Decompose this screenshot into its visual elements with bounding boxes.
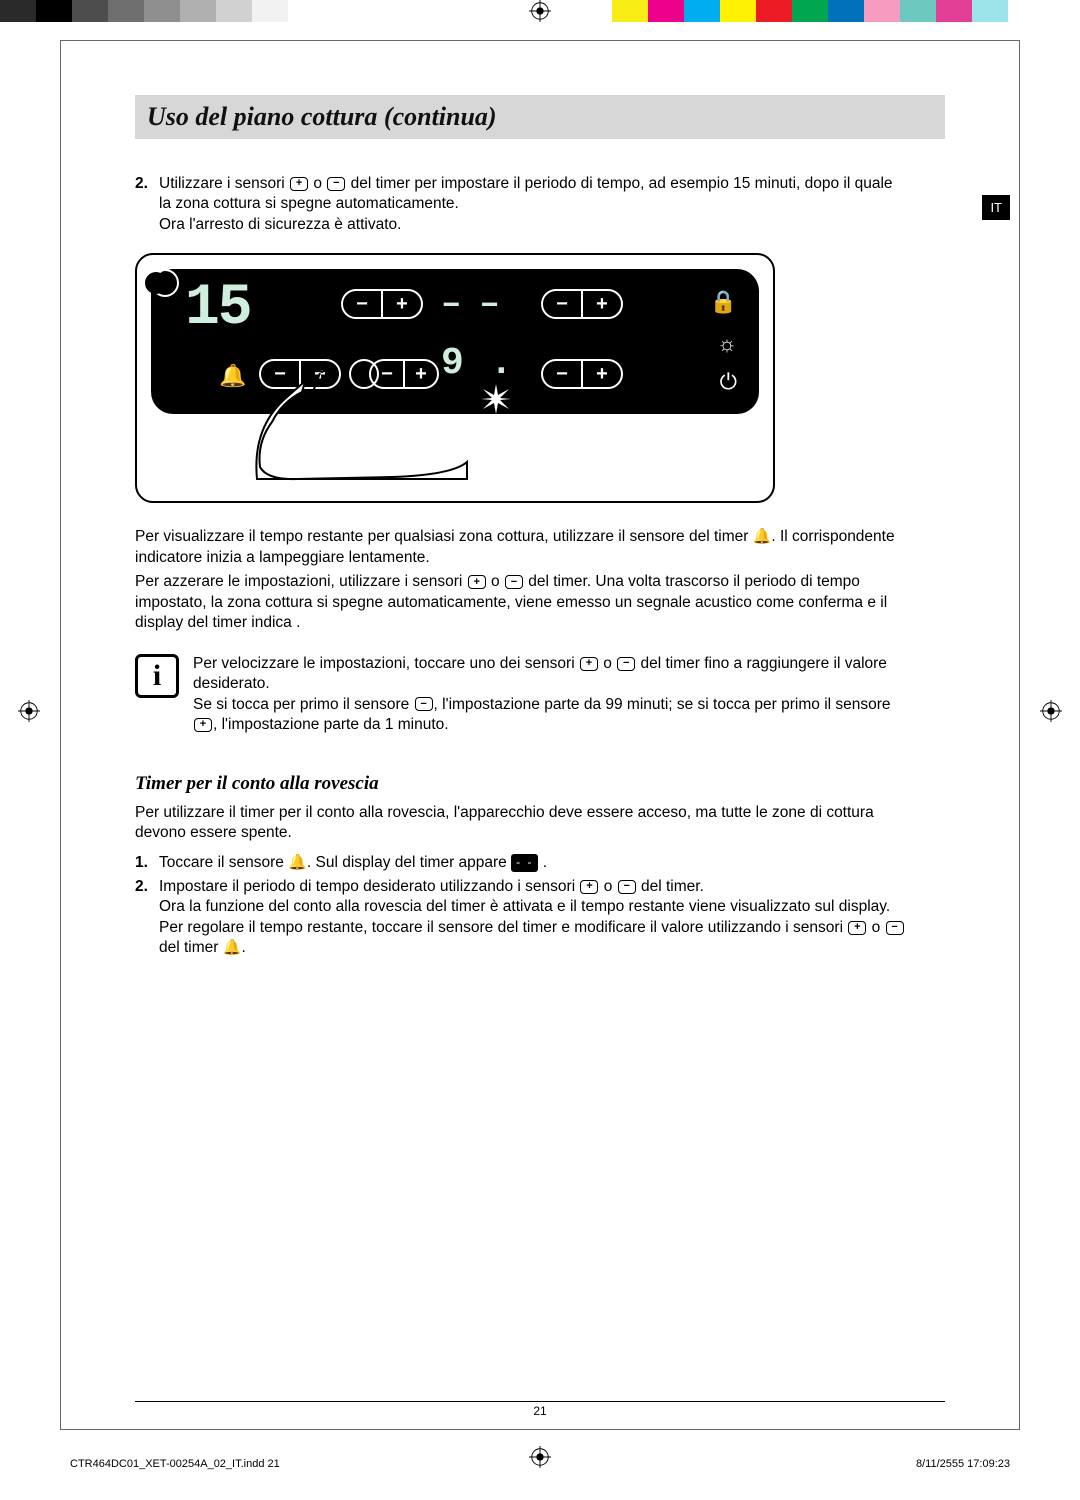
step-number: 1. [135,853,159,873]
minus-icon: − [617,657,635,671]
lock-icon: 🔒 [710,287,737,316]
power-icon: ⏻ [720,367,737,396]
step-text: Toccare il sensore 🔔. Sul display del ti… [159,853,905,873]
bell-icon: 🔔 [223,938,242,958]
countdown-step-2: 2. Impostare il periodo di tempo desider… [135,877,905,959]
section-heading: Uso del piano cottura (continua) [135,95,945,139]
minus-icon: − [415,697,433,711]
step-2: 2. Utilizzare i sensori + o − del timer … [135,174,905,235]
paragraph: Per visualizzare il tempo restante per q… [135,527,905,568]
moon-icon [151,269,179,297]
page-content: Uso del piano cottura (continua) 2. Util… [135,95,955,962]
step-number: 2. [135,174,159,235]
footer-timestamp: 8/11/2555 17:09:23 [916,1458,1010,1470]
registration-mark-icon [18,700,40,722]
minus-icon: − [505,575,523,589]
info-icon: i [135,654,179,698]
minus-icon: − [618,880,636,894]
minus-icon: − [886,921,904,935]
plus-icon: + [580,880,598,894]
touch-burst-icon [481,384,511,414]
plus-icon: + [848,921,866,935]
paragraph: Per azzerare le impostazioni, utilizzare… [135,572,905,633]
registration-mark-icon [1040,700,1062,722]
registration-mark-icon [529,1446,551,1468]
info-callout: i Per velocizzare le impostazioni, tocca… [135,654,905,736]
display-dashes-icon: - - [511,854,538,872]
footer-rule [135,1401,945,1402]
plus-icon: + [194,718,212,732]
step-text: Utilizzare i sensori + o − del timer per… [159,174,905,235]
bell-icon: 🔔 [219,361,246,390]
step-number: 2. [135,877,159,959]
bell-icon: 🔔 [753,527,772,547]
info-text: Per velocizzare le impostazioni, toccare… [193,654,905,736]
zone-display: –– [441,283,500,328]
plus-icon: + [290,177,308,191]
registration-mark-icon [529,0,551,22]
plus-minus-pill: −+ [541,359,623,389]
page-number: 21 [0,1404,1080,1418]
plus-minus-pill: −+ [341,289,423,319]
language-tab: IT [982,195,1010,220]
bell-icon: 🔔 [288,853,307,873]
timer-display: 15 [185,271,251,348]
minus-icon: − [327,177,345,191]
subsection-heading: Timer per il conto alla rovescia [135,771,905,796]
countdown-step-1: 1. Toccare il sensore 🔔. Sul display del… [135,853,905,873]
paragraph: Per utilizzare il timer per il conto all… [135,803,905,844]
plus-icon: + [468,575,486,589]
hand-pointer-icon [252,367,472,482]
plus-minus-pill: −+ [541,289,623,319]
light-icon: ☼ [717,329,737,358]
plus-icon: + [580,657,598,671]
footer-filename: CTR464DC01_XET-00254A_02_IT.indd 21 [70,1458,280,1470]
control-panel-figure: 15 −+ –– 9. −+ 🔒 ☼ ⏻ 🔔 −+ −+ −+ [135,253,775,503]
step-text: Impostare il periodo di tempo desiderato… [159,877,905,959]
